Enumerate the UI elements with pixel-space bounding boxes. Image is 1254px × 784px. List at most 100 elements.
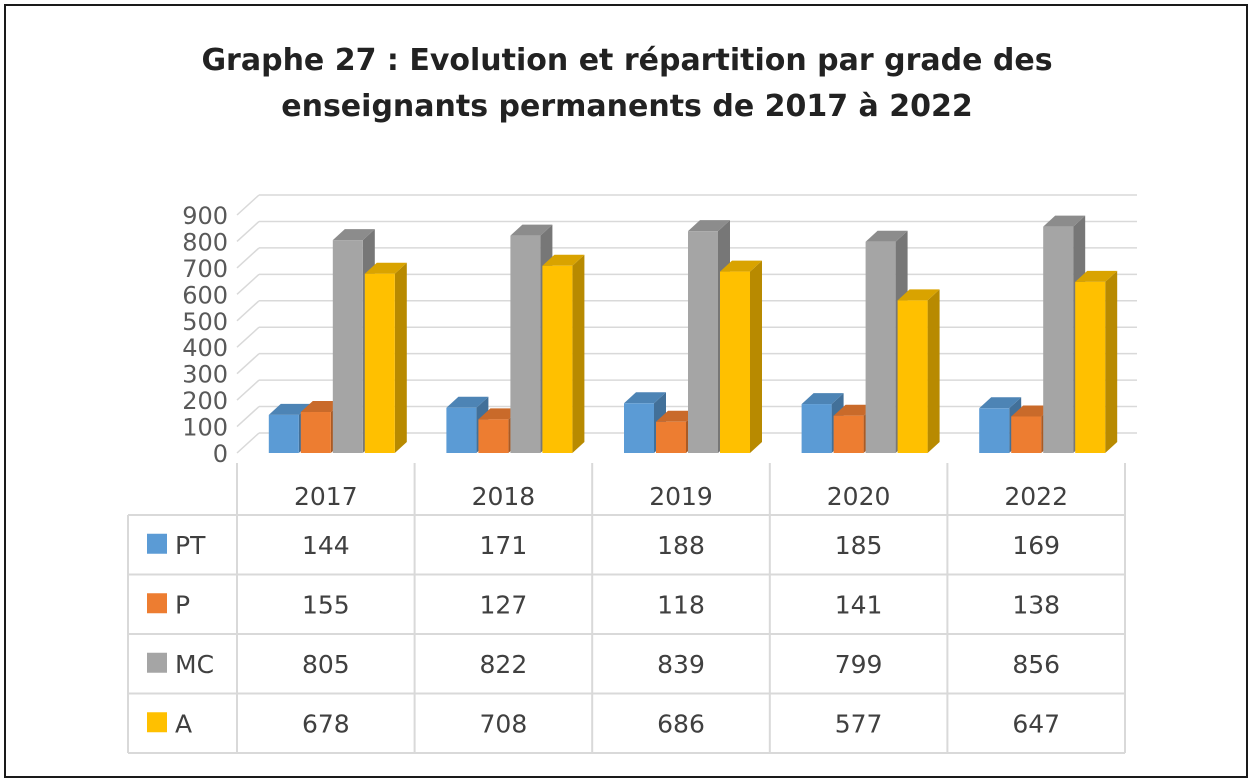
bar-side xyxy=(394,262,407,453)
bar-top xyxy=(332,229,375,241)
chart-title: Graphe 27 : Evolution et répartition par… xyxy=(0,38,1254,130)
data-label: 686 xyxy=(657,709,705,738)
bar-top xyxy=(688,220,730,232)
x-tick-label: 2022 xyxy=(1004,482,1068,511)
gridline-side xyxy=(236,300,260,322)
bar-A-2017 xyxy=(364,262,407,453)
bar-top xyxy=(542,254,585,266)
bars xyxy=(268,215,1118,453)
bar-front xyxy=(865,241,896,453)
data-table: 2017 2018 2019 2020 2022 PT 144 171 188 185 169 P 15… xyxy=(127,463,1126,754)
bar-front xyxy=(688,231,718,453)
bar-A-2020 xyxy=(897,289,940,453)
bar-top xyxy=(1011,405,1054,417)
bar-top xyxy=(478,408,521,420)
data-label: 577 xyxy=(835,709,883,738)
gridline-side xyxy=(236,353,260,375)
data-label: 185 xyxy=(835,531,883,560)
data-label: 799 xyxy=(835,650,883,679)
data-label: 118 xyxy=(657,590,705,619)
x-tick-label: 2018 xyxy=(472,482,536,511)
bar-front xyxy=(833,415,864,453)
bar-front xyxy=(446,407,477,453)
bar-A-2019 xyxy=(720,260,762,453)
legend-label-P: P xyxy=(175,590,190,619)
x-tick-label: 2020 xyxy=(827,482,891,511)
y-tick-label: 500 xyxy=(182,308,228,336)
data-label: 144 xyxy=(302,531,350,560)
gridline-side xyxy=(236,194,260,216)
bar-top xyxy=(656,410,698,422)
y-tick-label: 200 xyxy=(182,387,228,415)
bar-front xyxy=(801,404,832,453)
gridline-side xyxy=(236,326,260,348)
data-label: 138 xyxy=(1012,590,1060,619)
bar-top xyxy=(801,393,844,405)
bar-top xyxy=(720,260,762,272)
y-tick-label: 800 xyxy=(182,228,228,256)
bar-front xyxy=(510,235,541,453)
x-tick-label: 2019 xyxy=(649,482,713,511)
gridline-side xyxy=(236,432,260,454)
bar-top xyxy=(897,289,940,301)
legend-label-PT: PT xyxy=(175,531,206,560)
chart-title-line1: Graphe 27 : Evolution et répartition par… xyxy=(201,43,1053,78)
bar-top xyxy=(979,397,1022,409)
data-label: 188 xyxy=(657,531,705,560)
bar-top xyxy=(364,262,407,274)
bar-top xyxy=(1075,270,1118,282)
data-label: 839 xyxy=(657,650,705,679)
y-tick-label: 400 xyxy=(182,334,228,362)
data-label: 856 xyxy=(1012,650,1060,679)
bar-front xyxy=(656,421,686,453)
bar-top xyxy=(624,392,666,404)
bar-front xyxy=(364,273,395,453)
data-label: 155 xyxy=(302,590,350,619)
y-tick-label: 600 xyxy=(182,281,228,309)
data-label: 647 xyxy=(1012,709,1060,738)
gridline-side xyxy=(236,247,260,269)
gridline-side xyxy=(236,379,260,401)
data-label: 141 xyxy=(835,590,883,619)
x-tick-label: 2017 xyxy=(294,482,358,511)
y-tick-label: 100 xyxy=(182,414,228,442)
bar-side xyxy=(927,289,940,453)
bar-front xyxy=(979,408,1010,453)
legend-swatch-MC xyxy=(147,652,167,673)
gridline-side xyxy=(236,273,260,295)
gridline-side xyxy=(236,406,260,428)
bar-front xyxy=(1011,416,1042,453)
data-label: 678 xyxy=(302,709,350,738)
data-label: 127 xyxy=(480,590,528,619)
bar-front xyxy=(1075,281,1106,453)
bar-front xyxy=(300,412,331,453)
bar-side xyxy=(750,260,762,453)
bar-front xyxy=(478,419,509,453)
bar-front xyxy=(1043,226,1074,453)
chart-title-line2: enseignants permanents de 2017 à 2022 xyxy=(281,89,973,124)
y-tick-label: 700 xyxy=(182,255,228,283)
bar-top xyxy=(268,403,311,415)
legend-label-A: A xyxy=(175,709,192,738)
bar-top xyxy=(865,230,908,242)
bar-side xyxy=(572,254,585,453)
legend-swatch-PT xyxy=(147,533,167,554)
bar-top xyxy=(1043,215,1086,227)
y-tick-label: 0 xyxy=(213,440,228,468)
gridline-side xyxy=(236,220,260,242)
bar-top xyxy=(300,401,343,413)
bar-front xyxy=(624,403,654,453)
legend-label-MC: MC xyxy=(175,650,214,679)
bar-front xyxy=(268,414,299,453)
bar-front xyxy=(897,300,928,453)
chart-frame xyxy=(4,4,1248,778)
bar-top xyxy=(510,224,553,236)
bar-front xyxy=(332,240,363,453)
data-label: 805 xyxy=(302,650,350,679)
y-tick-label: 900 xyxy=(182,202,228,230)
data-label: 822 xyxy=(480,650,528,679)
bar-side xyxy=(1105,270,1118,453)
bar-top xyxy=(446,396,489,408)
